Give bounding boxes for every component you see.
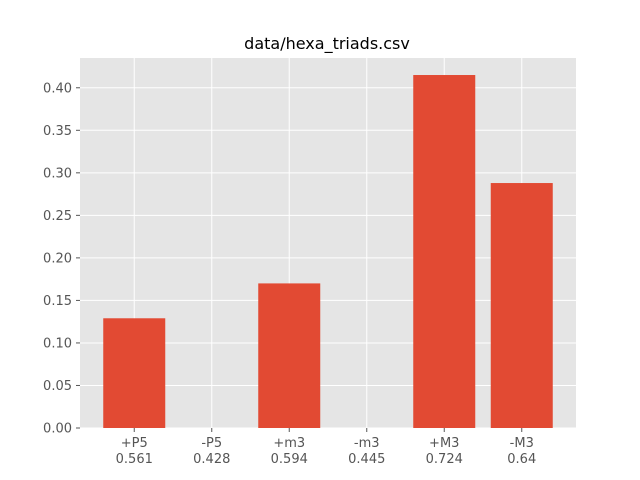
bar <box>103 318 166 428</box>
y-tick-label: 0.35 <box>43 124 72 139</box>
y-tick-label: 0.30 <box>43 166 72 181</box>
y-tick-label: 0.20 <box>43 251 72 266</box>
y-tick-label: 0.10 <box>43 336 72 351</box>
x-tick-label: +m3 0.594 <box>271 436 308 467</box>
x-tick-label: -m3 0.445 <box>348 436 385 467</box>
bar <box>413 75 476 428</box>
bar <box>258 283 321 428</box>
y-tick-label: 0.00 <box>43 422 72 437</box>
y-tick-label: 0.15 <box>43 294 72 309</box>
y-tick-label: 0.40 <box>43 81 72 96</box>
x-tick-label: +M3 0.724 <box>426 436 463 467</box>
y-tick-label: 0.05 <box>43 379 72 394</box>
y-tick-label: 0.25 <box>43 209 72 224</box>
x-tick-label: -M3 0.64 <box>507 436 536 467</box>
y-axis: 0.00 0.05 0.10 0.15 0.20 0.25 0.30 0.35 0.40 <box>43 81 80 437</box>
chart-title: data/hexa_triads.csv <box>244 34 410 54</box>
bars <box>103 75 553 428</box>
bar <box>490 183 553 428</box>
x-tick-label: -P5 0.428 <box>193 436 230 467</box>
x-axis: +P5 0.561 -P5 0.428 +m3 0.594 -m3 0.445 +M3 0.724… <box>116 428 536 467</box>
x-tick-label: +P5 0.561 <box>116 436 153 467</box>
